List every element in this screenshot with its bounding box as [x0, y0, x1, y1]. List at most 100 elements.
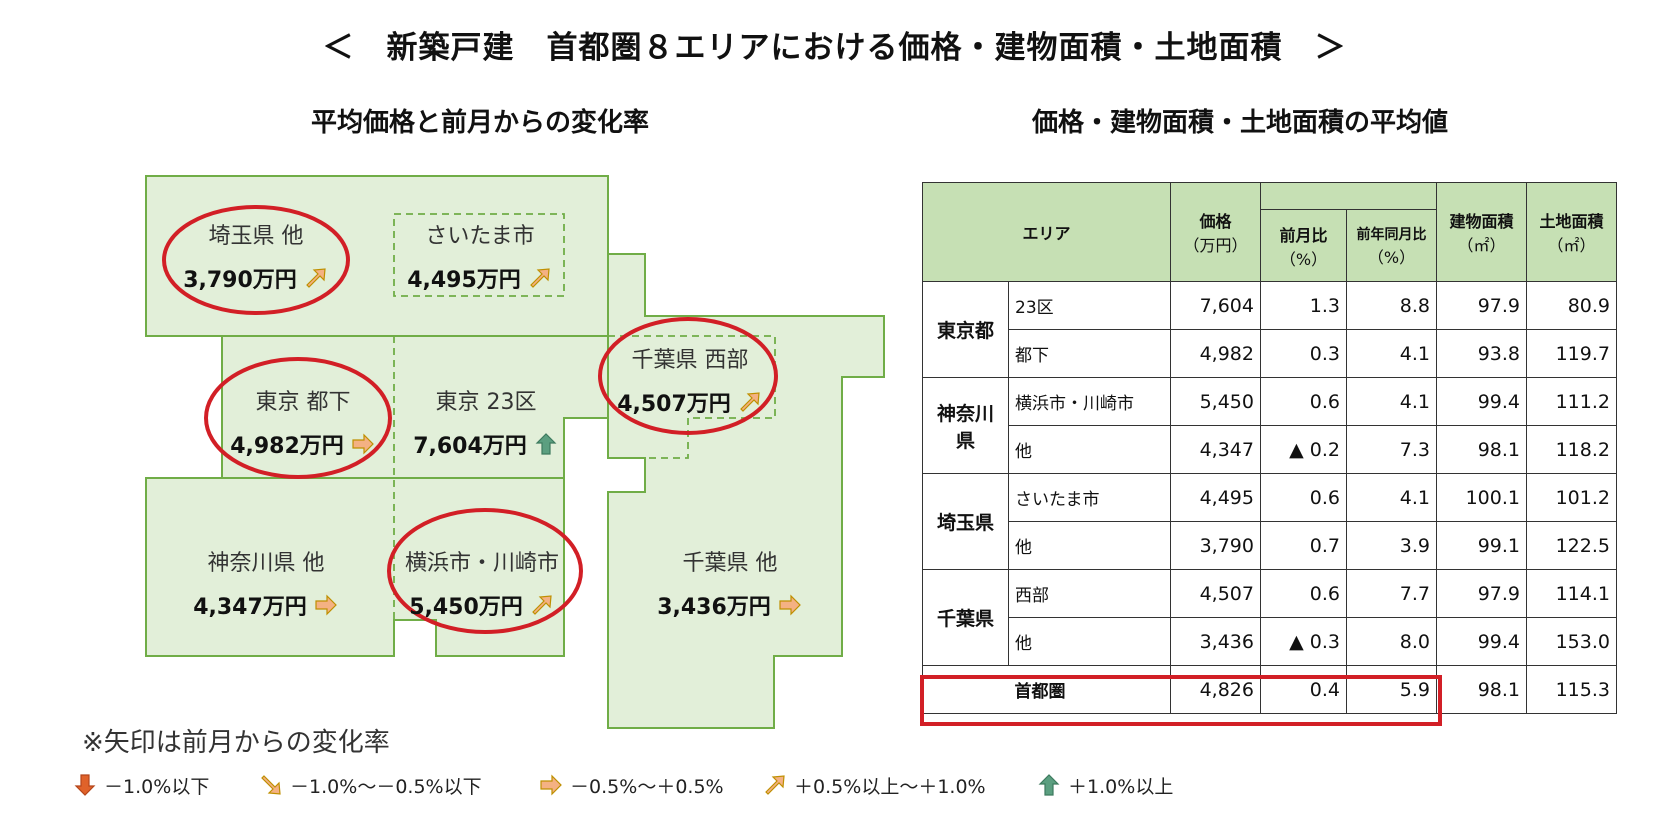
legend-item: －1.0%～－0.5%以下: [252, 772, 482, 803]
table-row-total: 首都圏 4,826 0.4 5.9 98.1 115.3: [922, 665, 1617, 714]
arrow-right-icon: [350, 431, 376, 463]
land-cell: 122.5: [1526, 521, 1617, 570]
highlight-circle-saitama: [162, 205, 350, 315]
region-name: 千葉県 他: [682, 551, 778, 576]
building-cell: 93.8: [1436, 329, 1527, 378]
area-cell: さいたま市: [1008, 473, 1171, 522]
map-subtitle: 平均価格と前月からの変化率: [310, 108, 649, 138]
price-area-table: エリア 価格 （万円） 建物面積 （㎡） 土地面積 （㎡） 前月比 （%） 前年同月比 （…: [922, 181, 1617, 714]
header-mom-label: 前月比: [1279, 225, 1328, 245]
prefecture-cell: 千葉県: [922, 569, 1009, 666]
building-cell: 98.1: [1436, 425, 1527, 474]
arrow-right-icon: [777, 592, 803, 624]
header-building-unit: （㎡）: [1457, 236, 1506, 255]
total-area-cell: 首都圏: [1008, 665, 1171, 714]
region-price: 4,982万円: [230, 434, 344, 459]
region-name: 神奈川県 他: [207, 551, 325, 576]
highlight-circle-yokohama: [387, 508, 583, 634]
highlight-circle-tokyo-toka: [204, 357, 392, 479]
area-cell: 他: [1008, 425, 1171, 474]
map-region: 東京 23区 7,604万円: [396, 384, 576, 463]
area-cell: 都下: [1008, 329, 1171, 378]
legend-item: ＋1.0%以上: [1030, 772, 1173, 803]
arrow-down-icon: [72, 772, 98, 803]
land-cell: 118.2: [1526, 425, 1617, 474]
map-region: 神奈川県 他 4,347万円: [176, 545, 356, 624]
map-region: 横浜市・川崎市 5,450万円: [384, 545, 580, 624]
header-land-label: 土地面積: [1539, 212, 1604, 231]
mom-cell: 1.3: [1260, 281, 1347, 330]
map-region: 東京 都下 4,982万円: [213, 384, 393, 463]
header-land-unit: （㎡）: [1547, 236, 1596, 255]
region-price: 7,604万円: [413, 434, 527, 459]
arrow-right-icon: [313, 592, 339, 624]
legend-item: －1.0%以下: [66, 772, 209, 803]
table-row: 神奈川県 横浜市・川崎市 5,450 0.6 4.1 99.4 111.2: [922, 377, 1617, 474]
region-name: 東京 23区: [435, 390, 537, 415]
mom-cell: ▲ 0.3: [1260, 617, 1347, 666]
legend-label: －1.0%～－0.5%以下: [290, 776, 482, 798]
region-price: 5,450万円: [409, 595, 523, 620]
building-cell: 97.9: [1436, 569, 1527, 618]
land-cell: 114.1: [1526, 569, 1617, 618]
building-cell: 100.1: [1436, 473, 1527, 522]
area-cell: 他: [1008, 617, 1171, 666]
legend-item: －0.5%～＋0.5%: [532, 772, 724, 803]
building-cell: 97.9: [1436, 281, 1527, 330]
arrow-up-icon: [533, 431, 559, 463]
yoy-cell: 4.1: [1346, 473, 1437, 522]
total-yoy-cell: 5.9: [1346, 665, 1437, 714]
price-cell: 3,790: [1170, 521, 1261, 570]
table-row: 東京都 23区 7,604 1.3 8.8 97.9 80.9: [922, 281, 1617, 378]
price-cell: 4,982: [1170, 329, 1261, 378]
map-region: 千葉県 西部 4,507万円: [600, 342, 780, 421]
price-cell: 4,495: [1170, 473, 1261, 522]
total-land-cell: 115.3: [1526, 665, 1617, 714]
mom-cell: 0.3: [1260, 329, 1347, 378]
legend-item: ＋0.5%以上～＋1.0%: [756, 772, 986, 803]
region-name: 横浜市・川崎市: [404, 551, 559, 576]
region-name: さいたま市: [425, 224, 535, 249]
map-border-saitama-city: [393, 213, 565, 297]
table-subtitle: 価格・建物面積・土地面積の平均値: [1031, 108, 1448, 138]
region-name: 埼玉県 他: [208, 224, 304, 249]
land-cell: 153.0: [1526, 617, 1617, 666]
yoy-cell: 4.1: [1346, 377, 1437, 426]
yoy-cell: 7.7: [1346, 569, 1437, 618]
price-cell: 3,436: [1170, 617, 1261, 666]
legend-label: ＋1.0%以上: [1068, 776, 1174, 798]
yoy-cell: 8.8: [1346, 281, 1437, 330]
total-price-cell: 4,826: [1170, 665, 1261, 714]
yoy-cell: 3.9: [1346, 521, 1437, 570]
price-cell: 7,604: [1170, 281, 1261, 330]
map-region: 千葉県 他 3,436万円: [640, 545, 820, 624]
yoy-cell: 8.0: [1346, 617, 1437, 666]
arrow-up-right-icon: [737, 389, 763, 421]
mom-cell: 0.7: [1260, 521, 1347, 570]
table-row: 都下 4,982 0.3 4.1 93.8 119.7: [923, 329, 1617, 378]
map-region: 埼玉県 他 3,790万円: [166, 218, 346, 297]
price-cell: 4,507: [1170, 569, 1261, 618]
prefecture-cell: 神奈川県: [922, 377, 1009, 474]
arrow-up-right-icon: [762, 772, 788, 803]
area-cell: 他: [1008, 521, 1171, 570]
area-cell: 西部: [1008, 569, 1171, 618]
land-cell: 80.9: [1526, 281, 1617, 330]
map-block-chiba: [607, 253, 885, 729]
arrow-up-right-icon: [303, 265, 329, 297]
mom-cell: 0.6: [1260, 473, 1347, 522]
yoy-cell: 7.3: [1346, 425, 1437, 474]
header-building: 建物面積 （㎡）: [1436, 182, 1527, 282]
header-yoy: 前年同月比 （%）: [1346, 209, 1437, 282]
header-price-unit: （万円）: [1183, 236, 1248, 255]
land-cell: 111.2: [1526, 377, 1617, 426]
land-cell: 101.2: [1526, 473, 1617, 522]
total-empty-cell: [922, 665, 1009, 714]
highlight-circle-chiba-west: [598, 317, 778, 435]
prefecture-cell: 埼玉県: [922, 473, 1009, 570]
region-name: 千葉県 西部: [631, 348, 749, 373]
header-spacer: [1260, 181, 1437, 211]
header-building-label: 建物面積: [1449, 212, 1514, 231]
table-row: 千葉県 西部 4,507 0.6 7.7 97.9 114.1: [922, 569, 1617, 666]
